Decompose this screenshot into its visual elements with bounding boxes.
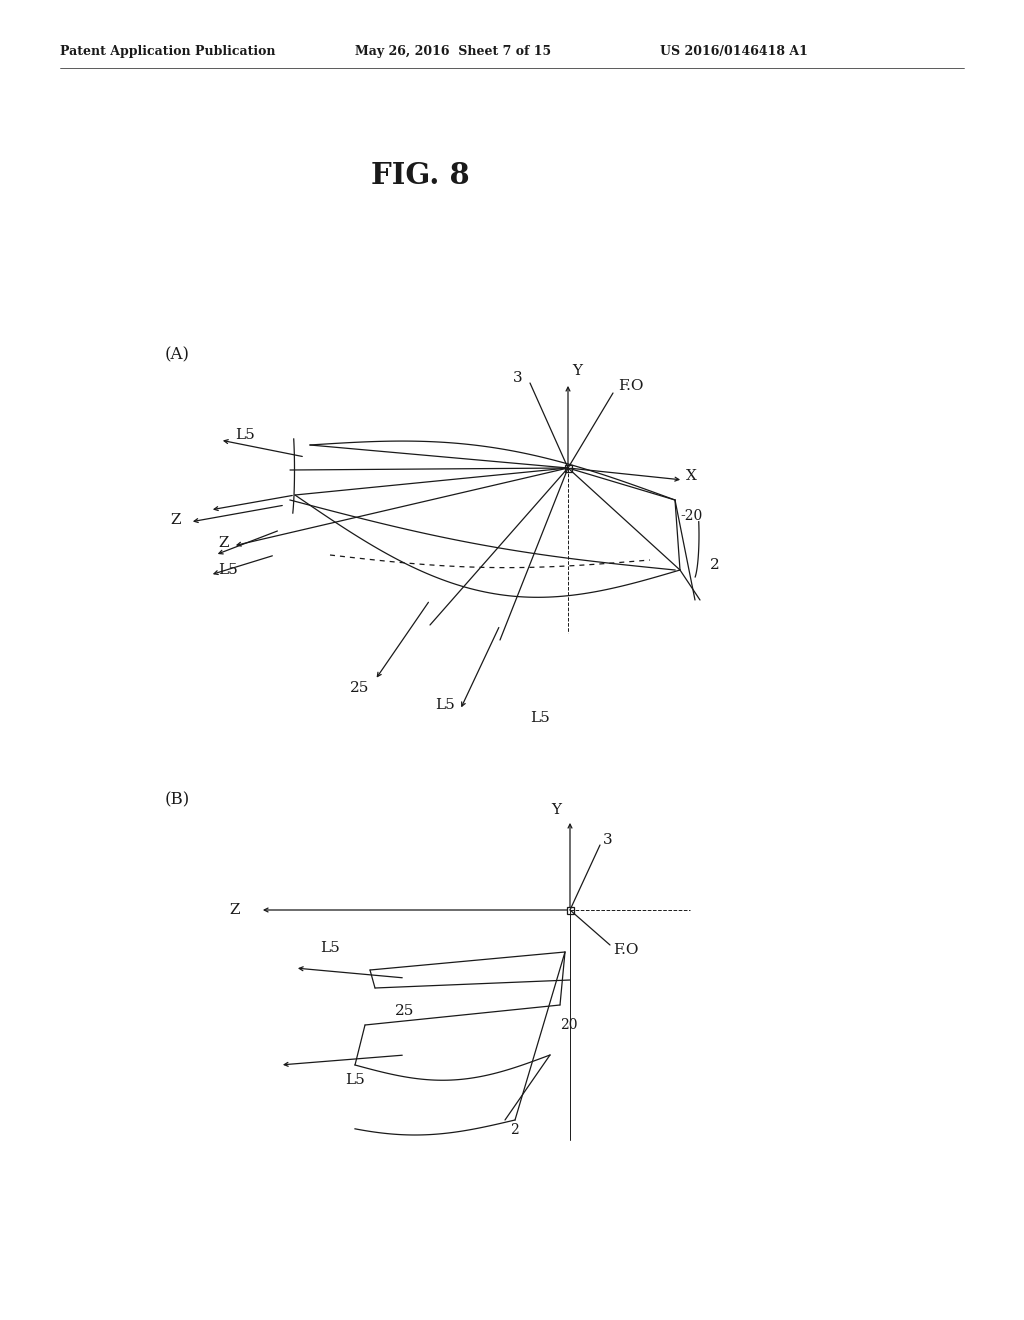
Text: 2: 2 — [710, 558, 720, 572]
Text: L5: L5 — [234, 428, 255, 442]
Text: 20: 20 — [560, 1018, 578, 1032]
Text: 2: 2 — [510, 1123, 519, 1137]
Bar — [566, 907, 573, 913]
Text: Z: Z — [229, 903, 241, 917]
Text: F.O: F.O — [613, 942, 639, 957]
Text: FIG. 8: FIG. 8 — [371, 161, 469, 190]
Text: L5: L5 — [218, 564, 238, 577]
Text: L5: L5 — [435, 698, 455, 711]
Text: L5: L5 — [319, 941, 340, 954]
Text: Patent Application Publication: Patent Application Publication — [60, 45, 275, 58]
Text: Z: Z — [170, 513, 180, 527]
Text: L5: L5 — [345, 1073, 365, 1086]
Text: L5: L5 — [530, 711, 550, 725]
Text: 25: 25 — [350, 681, 370, 696]
Text: X: X — [686, 469, 697, 483]
Text: Y: Y — [572, 364, 582, 378]
Text: (A): (A) — [165, 346, 190, 363]
Text: US 2016/0146418 A1: US 2016/0146418 A1 — [660, 45, 808, 58]
Text: Y: Y — [551, 803, 561, 817]
Text: Z: Z — [218, 536, 228, 550]
Text: (B): (B) — [165, 792, 190, 808]
Text: 3: 3 — [513, 371, 522, 385]
Text: May 26, 2016  Sheet 7 of 15: May 26, 2016 Sheet 7 of 15 — [355, 45, 551, 58]
Bar — [564, 465, 571, 471]
Text: F.O: F.O — [618, 379, 643, 393]
Text: -20: -20 — [680, 510, 702, 523]
Text: 3: 3 — [603, 833, 612, 847]
Text: 25: 25 — [395, 1005, 415, 1018]
